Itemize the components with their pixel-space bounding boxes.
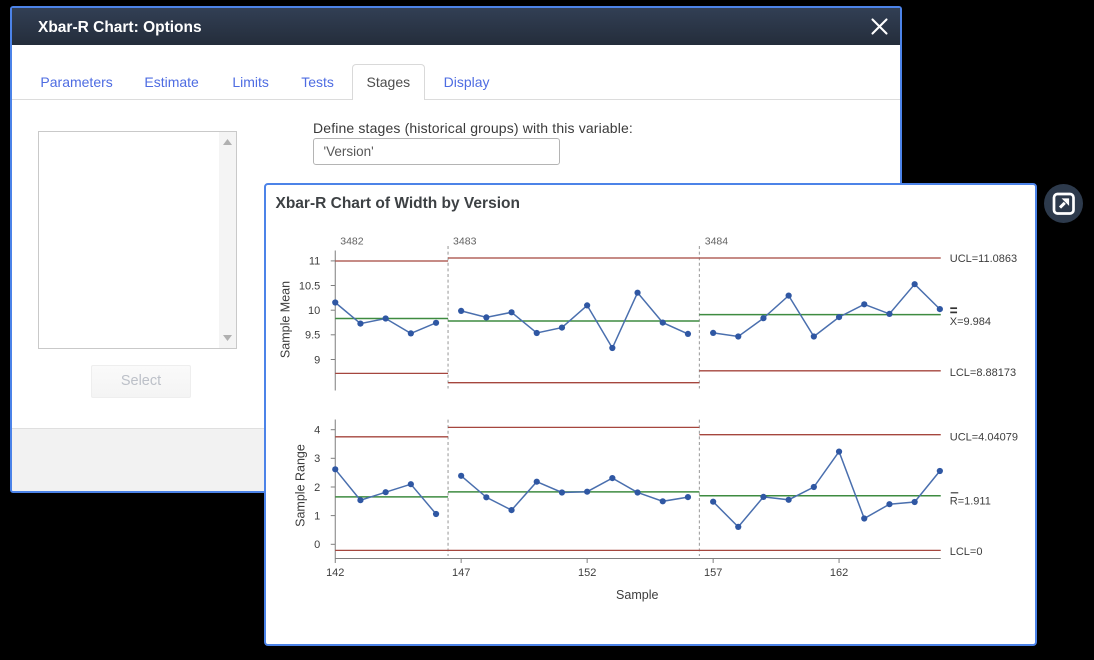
svg-text:Sample: Sample [616,588,658,602]
svg-text:UCL=4.04079: UCL=4.04079 [949,431,1017,443]
svg-text:9.5: 9.5 [304,330,319,342]
svg-text:Sample Range: Sample Range [293,444,307,527]
svg-text:162: 162 [829,567,847,579]
svg-text:2: 2 [314,482,320,494]
svg-text:1: 1 [314,510,320,522]
svg-text:R=1.911: R=1.911 [949,496,990,508]
svg-text:10: 10 [308,305,320,317]
svg-text:147: 147 [451,567,469,579]
svg-text:10.5: 10.5 [298,280,319,292]
svg-text:3482: 3482 [340,235,364,247]
svg-text:157: 157 [703,567,721,579]
svg-text:UCL=11.0863: UCL=11.0863 [949,253,1016,265]
svg-text:11: 11 [308,256,319,268]
svg-text:4: 4 [314,425,320,437]
svg-text:3: 3 [314,453,320,465]
svg-text:152: 152 [577,567,595,579]
svg-text:Sample Mean: Sample Mean [278,281,292,358]
svg-text:X=9.984: X=9.984 [949,316,990,328]
svg-text:9: 9 [314,354,320,366]
svg-text:3483: 3483 [453,235,477,247]
svg-text:LCL=0: LCL=0 [949,546,982,558]
svg-text:142: 142 [326,567,344,579]
svg-text:LCL=8.88173: LCL=8.88173 [949,367,1015,379]
svg-text:0: 0 [314,539,320,551]
svg-text:3484: 3484 [704,235,728,247]
